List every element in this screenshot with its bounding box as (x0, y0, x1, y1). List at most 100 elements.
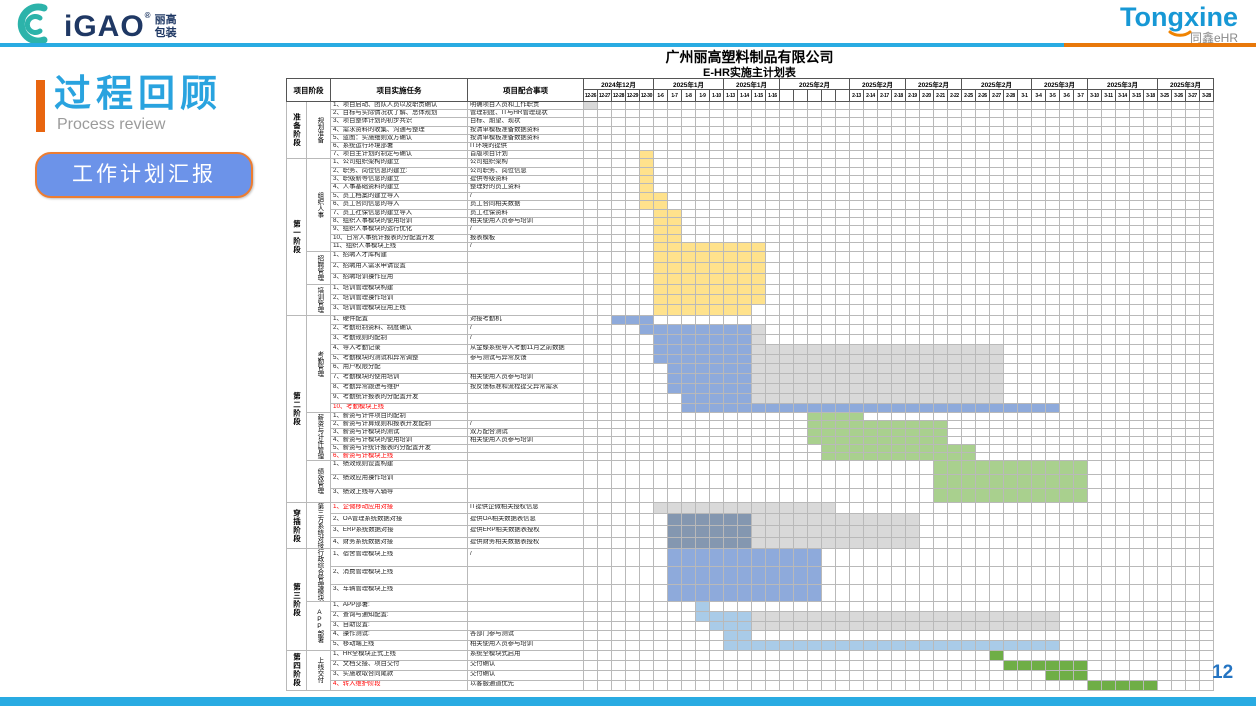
gantt-cell (653, 436, 668, 446)
month-header: 2025年3月 (1087, 78, 1158, 90)
gantt-cell (1031, 383, 1046, 394)
gantt-cell (793, 402, 808, 414)
gantt-cell (793, 640, 808, 651)
gantt-cell (1185, 334, 1200, 345)
gantt-cell (835, 250, 850, 263)
gantt-cell (653, 183, 668, 193)
gantt-cell (1059, 412, 1074, 422)
coop-cell: / (467, 548, 584, 567)
gantt-cell (807, 459, 822, 475)
gantt-cell (1143, 536, 1158, 550)
igao-brand-text: iGAO® (64, 9, 152, 43)
gantt-cell (779, 324, 794, 336)
gantt-cell (975, 428, 990, 438)
gantt-cell (1157, 117, 1172, 127)
gantt-cell (779, 583, 794, 603)
gantt-cell (891, 611, 906, 622)
gantt-cell (779, 175, 794, 185)
gantt-cell (1157, 565, 1172, 585)
gantt-cell (737, 133, 752, 143)
gantt-cell (1115, 175, 1130, 185)
coop-cell: 管理制度、IT与HR管理现状 (467, 109, 584, 119)
gantt-cell (1171, 191, 1186, 202)
gantt-cell (1017, 324, 1032, 336)
gantt-cell (933, 640, 948, 651)
gantt-cell (1185, 451, 1200, 461)
phase-cell: 第一阶段 (286, 158, 307, 316)
gantt-cell (877, 233, 892, 244)
gantt-cell (863, 183, 878, 193)
gantt-cell (1087, 659, 1102, 671)
gantt-cell (1157, 436, 1172, 446)
gantt-cell (1031, 679, 1046, 691)
gantt-cell (989, 402, 1004, 414)
gantt-cell (583, 158, 598, 168)
gantt-cell (961, 261, 976, 274)
gantt-cell (1199, 166, 1214, 177)
gantt-cell (849, 334, 864, 345)
gantt-cell (947, 150, 962, 160)
gantt-cell (919, 459, 934, 475)
gantt-cell (1003, 392, 1018, 404)
gantt-cell (1073, 117, 1088, 127)
gantt-cell (849, 373, 864, 385)
gantt-cell (975, 208, 990, 219)
gantt-cell (905, 402, 920, 414)
gantt-cell (667, 117, 682, 127)
gantt-cell (1059, 679, 1074, 691)
gantt-cell (975, 225, 990, 235)
gantt-cell (751, 630, 766, 642)
gantt-cell (891, 487, 906, 503)
gantt-cell (1171, 363, 1186, 375)
gantt-cell (765, 100, 780, 111)
gantt-cell (1171, 649, 1186, 661)
gantt-cell (849, 383, 864, 394)
gantt-cell (1143, 451, 1158, 461)
gantt-cell (1185, 501, 1200, 515)
gantt-cell (653, 293, 668, 306)
gantt-cell (821, 208, 836, 219)
gantt-cell (1045, 304, 1060, 316)
gantt-cell (919, 583, 934, 603)
gantt-cell (961, 513, 976, 527)
gantt-cell (1143, 525, 1158, 538)
gantt-cell (877, 620, 892, 632)
gantt-cell (765, 649, 780, 661)
gantt-cell (1171, 304, 1186, 316)
gantt-cell (1171, 166, 1186, 177)
gantt-cell (737, 420, 752, 430)
gantt-cell (863, 451, 878, 461)
coop-cell (467, 451, 584, 461)
task-cell: 1、企微移动应用对接 (330, 501, 468, 515)
gantt-cell (653, 125, 668, 135)
gantt-cell (639, 428, 654, 438)
gantt-cell (933, 459, 948, 475)
gantt-cell (723, 444, 738, 453)
gantt-cell (1003, 383, 1018, 394)
gantt-cell (877, 536, 892, 550)
gantt-cell (597, 150, 612, 160)
gantt-cell (933, 383, 948, 394)
gantt-cell (905, 649, 920, 661)
gantt-cell (1017, 583, 1032, 603)
gantt-cell (905, 200, 920, 210)
gantt-cell (919, 513, 934, 527)
gantt-cell (961, 473, 976, 489)
gantt-cell (891, 158, 906, 168)
gantt-cell (1157, 314, 1172, 326)
gantt-cell (597, 402, 612, 414)
gantt-cell (779, 233, 794, 244)
gantt-cell (1199, 565, 1214, 585)
gantt-cell (821, 412, 836, 422)
gantt-cell (583, 402, 598, 414)
coop-cell: IT提供企微相关授权信息 (467, 501, 584, 515)
gantt-cell (905, 109, 920, 119)
gantt-cell (947, 217, 962, 227)
gantt-cell (919, 334, 934, 345)
gantt-cell (1171, 525, 1186, 538)
gantt-cell (1129, 314, 1144, 326)
gantt-cell (1031, 200, 1046, 210)
gantt-cell (1115, 100, 1130, 111)
gantt-cell (625, 200, 640, 210)
gantt-cell (877, 402, 892, 414)
